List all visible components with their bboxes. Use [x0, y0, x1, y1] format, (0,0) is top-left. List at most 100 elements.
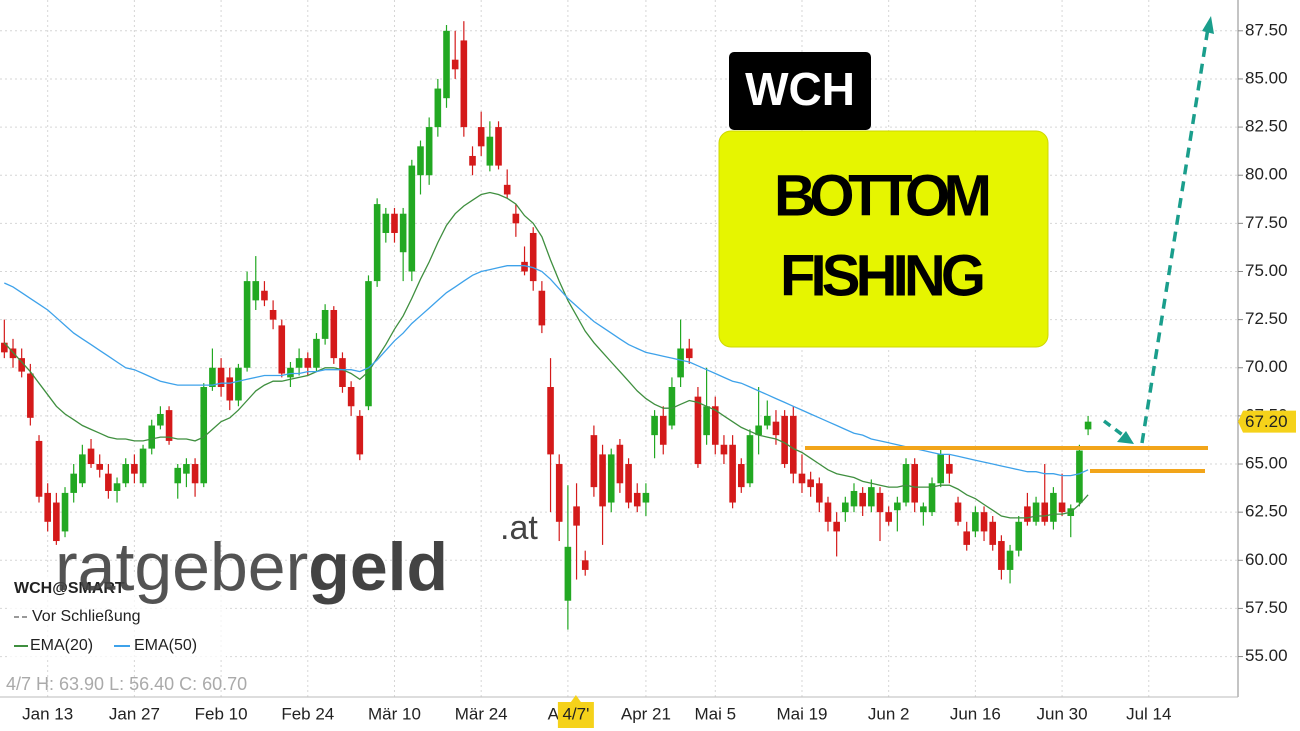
candle-body: [781, 415, 788, 465]
candle-body: [1050, 492, 1057, 522]
candle-body: [529, 232, 537, 282]
candle-body: [790, 415, 797, 474]
candle-body: [850, 490, 858, 507]
candle-body: [1024, 506, 1031, 522]
x-tick-label: Jun 16: [950, 704, 1001, 723]
candle-body: [18, 358, 25, 372]
candle-body: [980, 512, 988, 532]
tooltip: 4/7 H: 63.90 L: 56.40 C: 60.70: [6, 674, 247, 694]
x-tick-label: Feb 10: [195, 704, 248, 723]
ticker: WCH: [745, 63, 855, 115]
y-tick-label: 70.00: [1245, 357, 1288, 376]
candle-body: [694, 396, 702, 465]
x-tick-label: Mär 24: [455, 704, 508, 723]
candle-body: [599, 454, 606, 507]
candle-body: [61, 492, 69, 532]
watermark-suffix: .at: [500, 509, 538, 547]
candle-body: [538, 290, 546, 326]
candle-body: [382, 213, 390, 233]
crosshair-notch: [570, 695, 581, 702]
headline: BOTTOM: [774, 163, 992, 228]
y-tick-label: 62.50: [1245, 502, 1288, 521]
candle-body: [209, 367, 216, 388]
candle-body: [356, 415, 364, 455]
candle-body: [200, 387, 208, 484]
candle-body: [148, 425, 156, 449]
candle-body: [460, 40, 468, 128]
x-tick-label: Apr 21: [621, 704, 671, 723]
candle-body: [477, 127, 485, 147]
candle-body: [885, 512, 892, 522]
candle-body: [1015, 521, 1023, 551]
candle-body: [746, 435, 754, 484]
candle-body: [963, 531, 971, 545]
candle-body: [183, 464, 190, 474]
candle-body: [763, 415, 771, 426]
x-tick-label: Mai 19: [776, 704, 827, 723]
ticker-box: [729, 52, 871, 130]
candle-body: [417, 146, 424, 176]
watermark-bold: geld: [308, 529, 448, 605]
last-price-box: [1238, 410, 1296, 433]
candle-body: [365, 281, 372, 407]
arrow-head: [1202, 16, 1214, 34]
candle-body: [495, 127, 502, 166]
legend-symbol: WCH@SMART: [14, 580, 125, 597]
candle-body: [651, 415, 658, 436]
y-tick-label: 60.00: [1245, 550, 1288, 569]
y-tick-label: 85.00: [1245, 68, 1288, 87]
candle-body: [313, 338, 320, 368]
candle-body: [261, 290, 268, 301]
candle-body: [547, 387, 554, 455]
candle-body: [998, 541, 1005, 570]
candle-body: [451, 59, 459, 70]
candle-body: [590, 435, 598, 488]
candle-body: [573, 506, 580, 526]
candle-body: [1041, 502, 1049, 522]
headline: FISHING: [780, 243, 986, 308]
candle-body: [772, 421, 780, 436]
candle-body: [954, 502, 962, 522]
candle-body: [946, 464, 953, 474]
y-tick-label: 80.00: [1245, 165, 1288, 184]
x-tick-label: Jun 30: [1037, 704, 1088, 723]
candle-body: [1076, 450, 1083, 503]
candle-body: [633, 492, 641, 507]
candle-body: [87, 448, 95, 465]
candle-body: [798, 473, 806, 484]
candle-body: [35, 440, 43, 497]
legend-entry[interactable]: EMA(20): [30, 637, 93, 654]
pointer-arrow: [1102, 419, 1126, 438]
crosshair-label: 4/7': [562, 704, 589, 723]
legend-entry[interactable]: EMA(50): [134, 637, 197, 654]
candle-body: [833, 521, 840, 532]
candle-body: [677, 348, 684, 378]
candle-body: [278, 325, 286, 374]
candle-body: [703, 406, 710, 436]
candle-body: [642, 492, 650, 503]
candle-body: [321, 309, 329, 339]
candle-body: [564, 546, 572, 601]
candle-body: [330, 309, 338, 359]
last-price-label: 67.20: [1245, 412, 1288, 431]
candle-body: [668, 387, 676, 426]
candle-body: [503, 184, 511, 195]
candle-body: [269, 309, 277, 320]
candle-body: [252, 281, 260, 301]
plot-area: [1, 21, 1092, 630]
candle-body: [191, 464, 199, 484]
candle-body: [113, 483, 121, 491]
candle-body: [44, 492, 51, 522]
candle-body: [607, 454, 615, 503]
candle-body: [53, 502, 60, 542]
candle-body: [96, 464, 104, 470]
candle-body: [755, 425, 762, 436]
candle-body: [685, 348, 693, 359]
watermark: ratgebergeld: [55, 529, 448, 605]
candle-body: [469, 155, 476, 166]
candle-body: [391, 213, 398, 233]
candle-body: [842, 502, 849, 513]
candle-body: [512, 213, 520, 224]
